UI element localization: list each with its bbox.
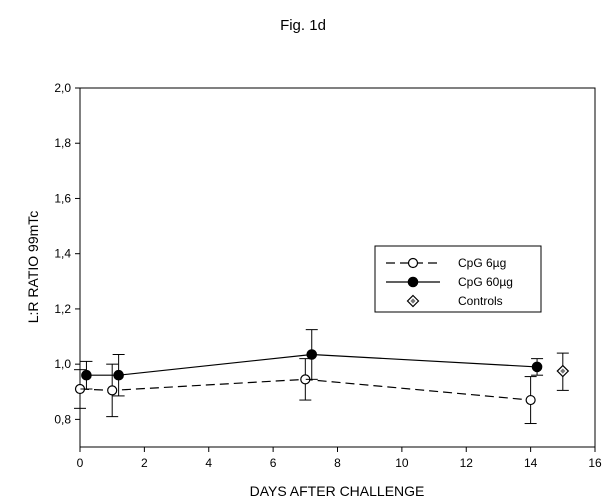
y-tick-label: 1,0: [54, 357, 71, 371]
y-tick-label: 1,6: [54, 191, 71, 205]
y-tick-label: 1,8: [54, 136, 71, 150]
data-point: [531, 361, 543, 373]
data-point: [81, 369, 92, 381]
series-2: [556, 352, 570, 391]
legend-box: [374, 245, 542, 313]
data-point: [107, 385, 118, 396]
legend-entry: CpG 6µg: [386, 256, 506, 270]
x-tick-label: 2: [141, 456, 148, 470]
y-tick-label: 0,8: [54, 412, 71, 426]
x-tick-label: 6: [270, 456, 277, 470]
y-axis-label: L:R RATIO 99mTc: [25, 211, 41, 324]
diamond-center: [410, 298, 416, 304]
legend-label: Controls: [458, 294, 503, 308]
x-tick-label: 4: [205, 456, 212, 470]
data-point: [556, 364, 570, 378]
series-line: [86, 353, 538, 376]
series-line: [79, 378, 531, 401]
figure-title: Fig. 1d: [280, 17, 326, 34]
legend-entry: CpG 60µg: [386, 275, 513, 289]
y-axis: 0,8 1,0 1,2 1,4 1,6 1,8 2,0: [54, 81, 80, 426]
series-1: [80, 329, 544, 397]
x-tick-label: 14: [524, 456, 538, 470]
x-axis: 0 2 4 6 8 10 12 14 16: [77, 447, 602, 470]
legend-marker: [406, 294, 420, 308]
legend-marker: [407, 276, 419, 288]
series-layer: [74, 329, 570, 425]
x-tick-label: 10: [395, 456, 409, 470]
x-tick-label: 12: [460, 456, 474, 470]
data-point: [113, 369, 124, 381]
x-axis-label: DAYS AFTER CHALLENGE: [250, 483, 425, 499]
data-point: [306, 349, 318, 360]
legend-entry: Controls: [406, 294, 503, 308]
y-tick-label: 1,2: [54, 302, 71, 316]
y-tick-label: 2,0: [54, 81, 71, 95]
legend-label: CpG 60µg: [458, 275, 513, 289]
y-tick-label: 1,4: [54, 247, 71, 261]
series-0: [74, 358, 537, 425]
x-tick-label: 0: [77, 456, 84, 470]
diamond-center: [560, 368, 566, 374]
legend-marker: [407, 257, 419, 269]
legend-label: CpG 6µg: [458, 256, 506, 270]
x-tick-label: 16: [588, 456, 602, 470]
data-point: [525, 394, 536, 406]
legend: CpG 6µg CpG 60µg Controls: [374, 245, 542, 313]
x-tick-label: 8: [334, 456, 341, 470]
